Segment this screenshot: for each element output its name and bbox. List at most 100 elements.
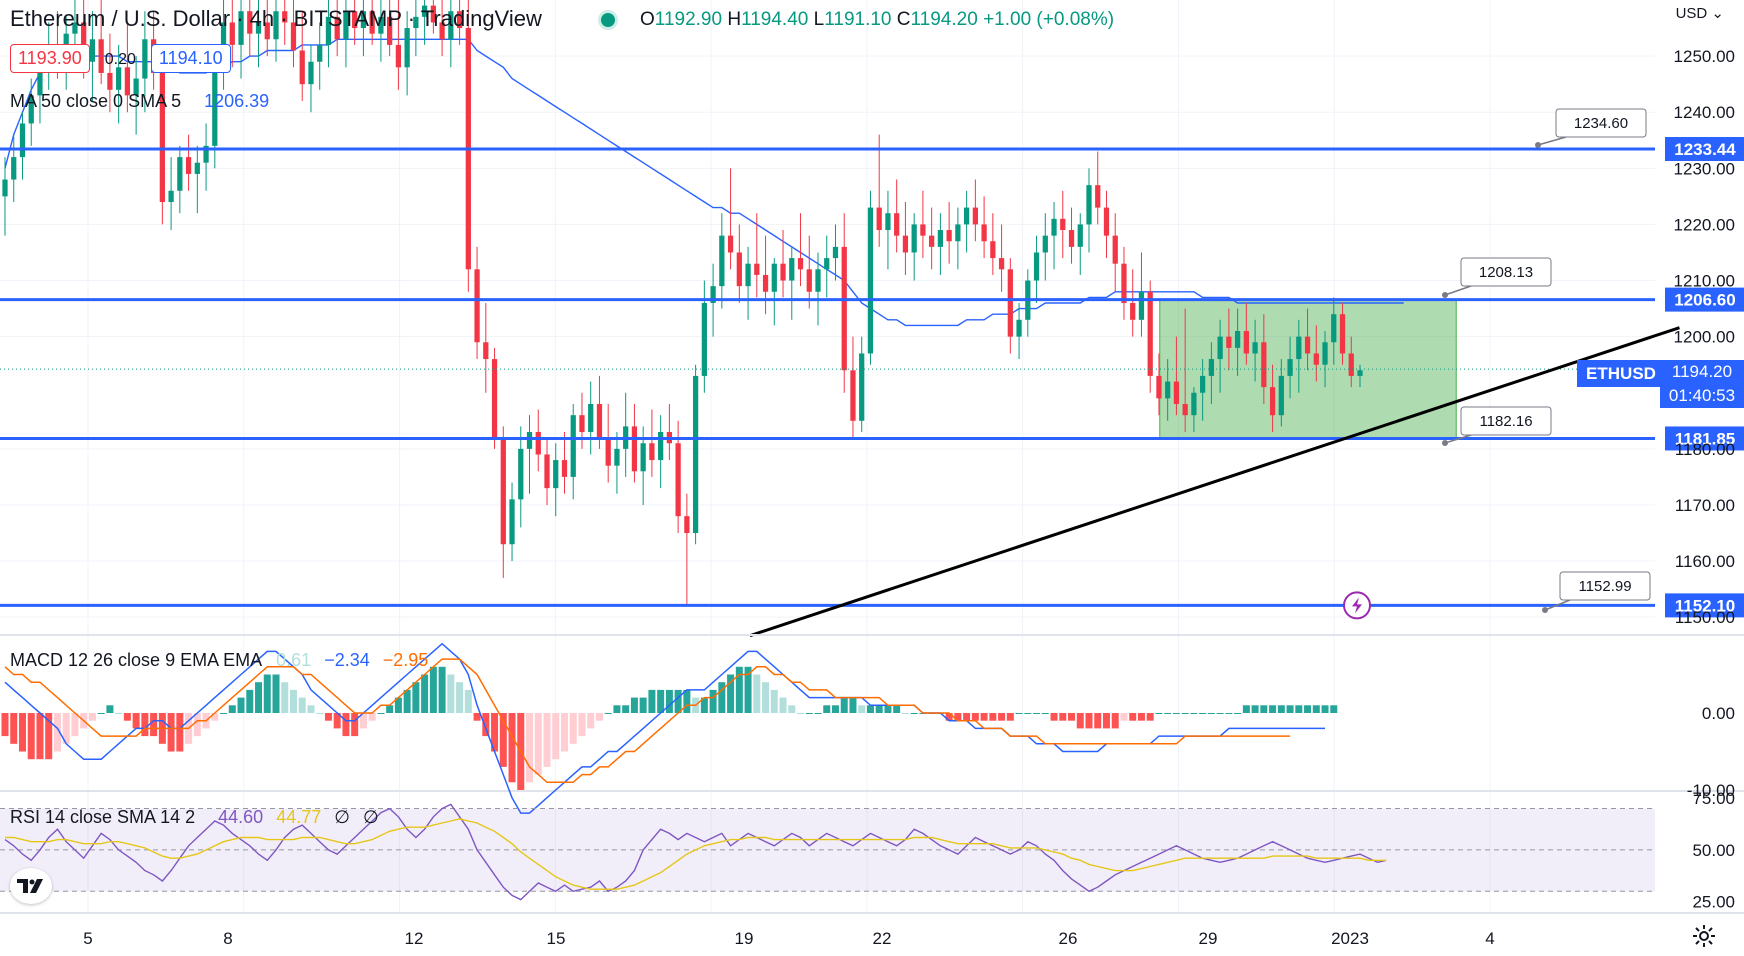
rsi-axis-tick: 25.00 bbox=[1692, 893, 1735, 912]
macd-histogram-bar bbox=[648, 689, 656, 713]
macd-histogram-bar bbox=[438, 666, 446, 713]
symbol-title[interactable]: Ethereum / U.S. Dollar · 4h · BITSTAMP ·… bbox=[10, 6, 542, 31]
macd-histogram-bar bbox=[831, 705, 839, 713]
candle-body bbox=[1296, 336, 1302, 360]
macd-histogram-bar bbox=[1304, 705, 1312, 713]
close-value: 1194.20 bbox=[910, 9, 978, 30]
macd-histogram-bar bbox=[491, 713, 499, 752]
callout-pointer bbox=[1444, 285, 1472, 296]
time-axis-tick: 5 bbox=[83, 929, 92, 948]
candle-body bbox=[81, 22, 87, 62]
macd-histogram-bar bbox=[674, 689, 682, 713]
candle-body bbox=[701, 302, 707, 376]
candle-body bbox=[1191, 392, 1197, 416]
macd-histogram-bar bbox=[18, 713, 26, 752]
candle-body bbox=[290, 22, 297, 51]
macd-histogram-bar bbox=[324, 713, 332, 721]
candle-body bbox=[72, 22, 78, 34]
callout-box bbox=[1559, 571, 1651, 601]
bid-ask-row: 1193.90 0.20 1194.10 bbox=[10, 44, 231, 73]
candle-body bbox=[116, 67, 122, 90]
macd-histogram-bar bbox=[1225, 713, 1233, 714]
macd-histogram-bar bbox=[62, 713, 70, 744]
ma-legend[interactable]: MA 50 close 0 SMA 5 1206.39 bbox=[10, 91, 269, 112]
macd-histogram-bar bbox=[1033, 713, 1041, 714]
macd-histogram-bar bbox=[1146, 713, 1154, 721]
level-tag-label: 1233.44 bbox=[1674, 140, 1736, 159]
candle-body bbox=[177, 157, 183, 191]
macd-histogram-bar bbox=[1172, 713, 1180, 714]
candle-body bbox=[946, 230, 952, 242]
macd-legend[interactable]: MACD 12 26 close 9 EMA EMA 0.61 −2.34 −2… bbox=[10, 650, 428, 671]
candle-body bbox=[448, 11, 454, 40]
callout-label: 1208.13 bbox=[1479, 264, 1533, 281]
candle-body bbox=[124, 67, 131, 96]
candle-body bbox=[334, 16, 340, 40]
candle-body bbox=[797, 258, 804, 270]
candle-body bbox=[631, 426, 638, 472]
rsi-legend[interactable]: RSI 14 close SMA 14 2 44.60 44.77 ∅ ∅ bbox=[10, 807, 379, 828]
time-axis-tick: 4 bbox=[1485, 929, 1494, 948]
candle-body bbox=[282, 11, 288, 23]
currency-selector[interactable]: USD ⌄ bbox=[1676, 4, 1724, 22]
ohlc-legend: O1192.90 H1194.40 L1191.10 C1194.20 +1.0… bbox=[640, 9, 1114, 31]
candle-body bbox=[710, 286, 716, 303]
buy-button[interactable]: 1194.10 bbox=[150, 44, 231, 73]
macd-histogram-bar bbox=[788, 705, 796, 713]
macd-histogram-bar bbox=[176, 713, 184, 752]
macd-histogram-bar bbox=[762, 682, 770, 713]
candle-body bbox=[990, 241, 996, 259]
candle-body bbox=[972, 207, 978, 225]
low-label: L bbox=[813, 9, 825, 30]
candle-body bbox=[605, 437, 611, 466]
candle-body bbox=[1121, 263, 1127, 303]
level-tag-label: 1206.60 bbox=[1674, 291, 1735, 310]
rsi-value: 44.60 bbox=[218, 807, 264, 827]
macd-histogram-bar bbox=[1164, 713, 1172, 714]
macd-histogram-bar bbox=[499, 713, 507, 767]
macd-histogram-bar bbox=[805, 713, 813, 714]
candle-body bbox=[413, 16, 419, 29]
macd-histogram-bar bbox=[587, 713, 595, 729]
candle-body bbox=[343, 11, 349, 40]
price-callout: 1208.13 bbox=[1442, 257, 1552, 298]
macd-histogram-bar bbox=[263, 674, 271, 713]
level-tag-label: 1152.10 bbox=[1675, 596, 1736, 615]
macd-histogram-bar bbox=[447, 674, 455, 713]
candle-body bbox=[859, 353, 865, 421]
macd-histogram-bar bbox=[866, 705, 874, 713]
candle-body bbox=[640, 443, 646, 472]
tradingview-logo[interactable] bbox=[10, 868, 52, 904]
trendline bbox=[749, 326, 1680, 638]
macd-histogram-bar bbox=[901, 713, 909, 714]
settings-icon[interactable] bbox=[1692, 924, 1716, 948]
macd-histogram-bar bbox=[71, 713, 79, 737]
macd-histogram-bar bbox=[412, 682, 420, 713]
macd-histogram-bar bbox=[1059, 713, 1067, 721]
macd-histogram-bar bbox=[971, 713, 979, 721]
macd-histogram-bar bbox=[1269, 705, 1277, 713]
macd-histogram-bar bbox=[1006, 713, 1014, 721]
price-callout: 1182.16 bbox=[1442, 406, 1552, 446]
callout-pointer bbox=[1444, 434, 1472, 444]
currency-label: USD bbox=[1675, 5, 1708, 22]
candle-body bbox=[11, 157, 17, 180]
open-label: O bbox=[640, 9, 655, 30]
sell-button[interactable]: 1193.90 bbox=[10, 44, 90, 73]
candle-body bbox=[325, 16, 332, 45]
macd-histogram-bar bbox=[980, 713, 988, 721]
macd-histogram-bar bbox=[351, 713, 359, 737]
candle-body bbox=[1051, 218, 1057, 236]
candle-body bbox=[203, 145, 209, 163]
candle-body bbox=[1304, 336, 1311, 354]
candle-body bbox=[867, 207, 874, 354]
macd-histogram-bar bbox=[368, 713, 376, 721]
candle-body bbox=[1086, 185, 1092, 225]
macd-histogram-bar bbox=[45, 713, 53, 760]
candle-body bbox=[937, 230, 944, 247]
macd-histogram-bar bbox=[289, 689, 297, 713]
candle-body bbox=[719, 235, 725, 287]
candle-body bbox=[1068, 230, 1075, 247]
candle-body bbox=[963, 207, 970, 225]
